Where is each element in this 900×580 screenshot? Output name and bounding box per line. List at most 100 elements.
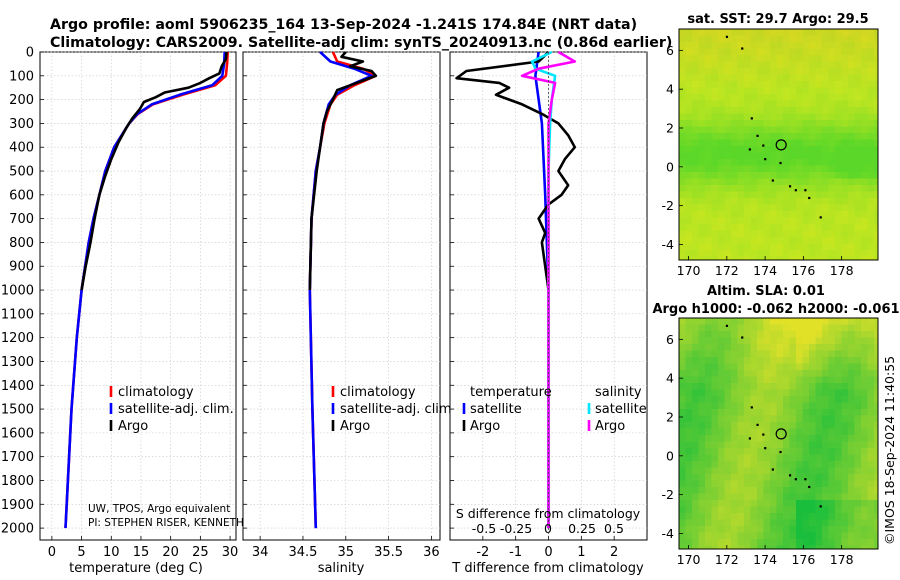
x-tick-label: 34.5: [288, 545, 317, 560]
title-line-1: Argo profile: aoml 5906235_164 13-Sep-20…: [50, 17, 637, 33]
depth-tick-label: 100: [9, 69, 34, 84]
island-marker: [756, 423, 759, 426]
x-tick-label: 36: [423, 545, 440, 560]
secondary-tick-label: 0.25: [568, 521, 596, 536]
island-marker: [764, 447, 767, 450]
island-marker: [779, 161, 782, 165]
island-marker: [819, 216, 822, 219]
sla-map-title-2: Argo h1000: -0.062 h2000: -0.061: [652, 302, 899, 317]
sst-map-panel: 170 172 174 176 178 6 4 2 0 -2 -4: [662, 28, 879, 278]
legend-title-temperature: temperature: [470, 385, 552, 400]
lat-tick-label: 0: [666, 448, 674, 463]
lat-tick-label: 6: [666, 332, 674, 347]
depth-tick-label: 1400: [1, 379, 34, 394]
x-tick-label: 2: [610, 545, 618, 560]
sst-map-title: sat. SST: 29.7 Argo: 29.5: [687, 12, 868, 27]
island-marker: [764, 158, 767, 161]
lat-tick-label: -2: [662, 487, 674, 502]
depth-tick-label: 1100: [1, 307, 34, 322]
depth-tick-label: 600: [9, 188, 34, 203]
lat-tick-label: 0: [666, 159, 674, 174]
island-marker: [794, 478, 797, 481]
legend-label: satellite-adj. clim.: [118, 402, 234, 417]
heatmap-cells: [679, 318, 878, 549]
series-line-argo: [80, 51, 228, 291]
depth-tick-label: 2000: [1, 522, 34, 537]
x-tick-label: 10: [103, 545, 120, 560]
depth-axis: 0 100 200 300 400 500 600 700 800 900 1000 1100 1200…: [1, 46, 34, 537]
difference-panel: -2 -1 0 1 2 temperature salinity satellite satel…: [449, 50, 648, 560]
island-marker: [756, 134, 759, 137]
title-line-2: Climatology: CARS2009. Satellite-adj cli…: [50, 35, 672, 51]
lat-tick-label: 4: [666, 82, 674, 97]
depth-tick-label: 1700: [1, 450, 34, 465]
island-marker: [750, 406, 753, 409]
depth-tick-label: 800: [9, 236, 34, 251]
island-marker: [788, 185, 792, 188]
x-tick-label: -1: [509, 545, 522, 560]
x-tick-label: 15: [133, 545, 150, 560]
sla-map-title-1: Altim. SLA: 0.01: [707, 284, 825, 299]
depth-tick-label: 1900: [1, 498, 34, 513]
lat-tick-label: -4: [662, 526, 675, 541]
depth-tick-label: 1200: [1, 331, 34, 346]
lon-tick-label: 170: [677, 263, 701, 278]
island-marker: [741, 47, 744, 50]
secondary-tick-label: 0: [544, 521, 552, 536]
argo-location-marker: [775, 139, 787, 151]
lon-tick-label: 174: [753, 263, 777, 278]
legend-label: Argo: [595, 419, 625, 434]
lat-tick-label: 2: [666, 121, 674, 136]
legend-label: Argo: [470, 419, 500, 434]
lon-tick-label: 176: [791, 263, 815, 278]
depth-tick-label: 300: [9, 117, 34, 132]
x-tick-label: 0: [544, 545, 552, 560]
depth-tick-label: 200: [9, 93, 34, 108]
island-marker: [788, 474, 792, 477]
heatmap-cells: [679, 29, 878, 260]
legend-label: climatology: [118, 385, 194, 400]
x-tick-label: 35: [338, 545, 355, 560]
temperature-panel: 0 5 10 15 20 25 30 climatology satellite-adj. cl…: [39, 51, 244, 560]
depth-tick-label: 400: [9, 141, 34, 156]
depth-tick-label: 1300: [1, 355, 34, 370]
x-tick-label: 34: [252, 545, 269, 560]
legend-label: climatology: [340, 385, 416, 400]
island-marker: [725, 35, 729, 38]
lon-tick-label: 170: [677, 552, 701, 567]
lon-tick-label: 176: [791, 552, 815, 567]
lat-tick-label: 6: [666, 43, 674, 58]
island-marker: [771, 179, 774, 182]
lon-tick-label: 178: [830, 263, 854, 278]
plot-frame: [242, 51, 441, 541]
island-marker: [748, 148, 751, 151]
island-marker: [762, 144, 765, 147]
lat-tick-label: 4: [666, 371, 674, 386]
lon-tick-label: 174: [753, 552, 777, 567]
island-marker: [762, 433, 765, 436]
x-tick-label: 0: [48, 545, 56, 560]
series-line-argo: [308, 51, 378, 291]
argo-location-marker: [775, 428, 787, 440]
x-tick-label: 35.5: [374, 545, 403, 560]
depth-tick-label: 1800: [1, 474, 34, 489]
x-tick-label: 25: [192, 545, 209, 560]
island-marker: [779, 450, 782, 454]
difference-xlabel: T difference from climatology: [451, 561, 644, 576]
legend-title-salinity: salinity: [595, 385, 642, 400]
lat-tick-label: -4: [662, 237, 675, 252]
legend-label: satellite: [595, 402, 647, 417]
depth-tick-label: 900: [9, 260, 34, 275]
depth-tick-label: 700: [9, 212, 34, 227]
legend-label: satellite: [470, 402, 522, 417]
island-marker: [750, 117, 753, 120]
island-marker: [804, 189, 807, 192]
sla-map-panel: 170 172 174 176 178 6 4 2 0 -2 -4: [662, 317, 879, 567]
salinity-panel: 34 34.5 35 35.5 36 climatology satellite-adj. …: [242, 51, 456, 560]
lat-tick-label: -2: [662, 198, 674, 213]
series-line-salinity-argo: [520, 50, 577, 529]
depth-tick-label: 500: [9, 165, 34, 180]
depth-tick-label: 1500: [1, 403, 34, 418]
map-frame: [678, 317, 879, 550]
